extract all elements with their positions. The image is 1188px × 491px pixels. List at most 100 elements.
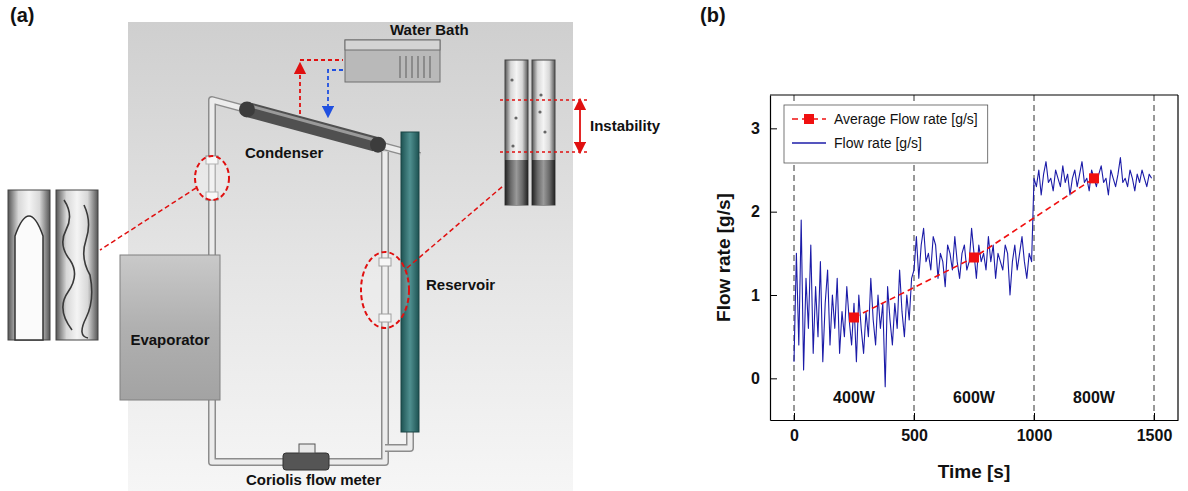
- highlight-circle: [361, 252, 409, 328]
- water-bath-grille: [399, 56, 401, 78]
- legend: Average Flow rate [g/s] Flow rate [g/s]: [784, 105, 988, 163]
- pipe-outline: [212, 152, 385, 462]
- y-tick-label: 1: [751, 287, 760, 304]
- water-bath: [345, 40, 440, 82]
- x-axis: 0 500 1000 1500: [771, 413, 1179, 444]
- series-line: [854, 178, 1094, 317]
- photo-tube: [505, 60, 528, 205]
- series-marker: [849, 313, 859, 323]
- coolant-out: [299, 68, 301, 114]
- x-tick-label: 500: [901, 427, 928, 444]
- y-tick-mark: [770, 295, 777, 296]
- x-tick-mark: [914, 413, 915, 420]
- x-tick: 500: [901, 413, 928, 444]
- water-bath-grille: [411, 56, 413, 78]
- y-axis: 0 1 2 3: [751, 96, 777, 421]
- panel-label: (b): [700, 4, 726, 26]
- leader-line: [407, 186, 503, 268]
- legend-box: [784, 105, 988, 163]
- annotation: 600W: [953, 389, 996, 406]
- panel-a: (a) Water Bath Condenser Reservoir Evaporato…: [8, 4, 661, 491]
- y-tick: 0: [751, 370, 777, 387]
- highlight-circle: [195, 156, 229, 200]
- y-tick-mark: [770, 378, 777, 379]
- water-bath-lid: [345, 40, 440, 50]
- pipe-outline: [385, 430, 410, 448]
- instability-arrow: [579, 104, 581, 148]
- photo-tube: [532, 60, 555, 205]
- panel-b: (b) 0 500 1000 1500 0 1 2 3 Time [s] Flow rate [g/…: [700, 4, 1179, 482]
- legend-symbol: [792, 142, 826, 144]
- y-tick: 3: [751, 120, 777, 137]
- component-label: Coriolis flow meter: [246, 471, 381, 488]
- x-axis-line: [771, 420, 1179, 421]
- leader-line: [100, 188, 196, 250]
- annotation: 400W: [833, 389, 876, 406]
- figure-container: (a) Water Bath Condenser Reservoir Evaporato…: [0, 0, 1188, 491]
- legend-marker: [804, 114, 814, 124]
- grid-line-x: [1034, 95, 1035, 420]
- photo-tube: [56, 190, 98, 340]
- water-bath-grille: [429, 56, 431, 78]
- series-marker: [969, 253, 979, 263]
- photo-bubble-dot: [510, 78, 513, 81]
- series: [849, 173, 1099, 322]
- legend-label: Flow rate [g/s]: [834, 135, 922, 151]
- x-axis-title: Time [s]: [938, 461, 1011, 482]
- water-bath-grille: [423, 56, 425, 78]
- component-label: Evaporator: [130, 331, 209, 348]
- y-tick: 2: [751, 203, 777, 220]
- photo-liquid: [532, 160, 555, 205]
- y-tick-label: 2: [751, 203, 760, 220]
- grid-line-x: [1154, 95, 1155, 420]
- photo-churn: [63, 200, 92, 338]
- coolant-in: [328, 70, 343, 112]
- callout-label: Instability: [590, 117, 661, 134]
- y-axis-line: [770, 96, 771, 421]
- x-tick-mark: [1034, 413, 1035, 420]
- series-line: [794, 158, 1152, 387]
- panel-label: (a): [10, 4, 34, 26]
- y-tick: 1: [751, 287, 777, 304]
- photo-bubble-dot: [538, 110, 541, 113]
- instability-bound: [500, 99, 590, 101]
- annotation: 800W: [1073, 389, 1116, 406]
- evaporator: [120, 255, 220, 400]
- component-label: Condenser: [245, 144, 324, 161]
- flow-meter-display: [299, 444, 315, 453]
- x-tick: 0: [790, 413, 799, 444]
- x-tick-label: 1500: [1137, 427, 1173, 444]
- condenser-cap: [239, 101, 255, 117]
- x-tick-mark: [1154, 413, 1155, 420]
- condenser: [250, 110, 375, 144]
- legend-label: Average Flow rate [g/s]: [834, 111, 978, 127]
- condenser-cap: [370, 137, 386, 153]
- condenser-highlight: [252, 107, 373, 140]
- photo-liquid: [505, 160, 528, 205]
- y-tick-mark: [770, 128, 777, 129]
- component-label: Reservoir: [426, 276, 495, 293]
- x-tick-label: 1000: [1017, 427, 1053, 444]
- water-bath-grille: [417, 56, 419, 78]
- water-bath-grille: [405, 56, 407, 78]
- component-label: Water Bath: [390, 21, 469, 38]
- instability-bound: [500, 151, 590, 153]
- photo-bubble-dot: [539, 93, 542, 96]
- photo-bubble-dot: [511, 144, 514, 147]
- flow-meter: [283, 453, 329, 470]
- x-tick-label: 0: [790, 427, 799, 444]
- figure-svg: (a) Water Bath Condenser Reservoir Evaporato…: [0, 0, 1188, 491]
- series: [794, 158, 1152, 387]
- frame: [1177, 95, 1178, 420]
- photo-bubble-dot: [514, 116, 517, 119]
- y-tick-label: 0: [751, 370, 760, 387]
- x-tick: 1500: [1137, 413, 1173, 444]
- photo-tube: [8, 190, 50, 340]
- y-axis-title: Flow rate [g/s]: [713, 193, 734, 322]
- plot-area: [794, 158, 1152, 387]
- photo-bubble-dot: [543, 130, 546, 133]
- photo-bubble: [15, 216, 43, 340]
- pipe: [385, 430, 410, 448]
- series-marker: [1089, 173, 1099, 183]
- pipe: [212, 152, 385, 462]
